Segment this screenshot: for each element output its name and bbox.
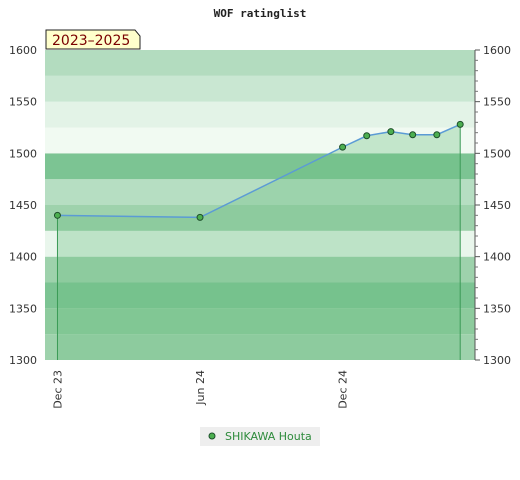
grid-band <box>45 179 475 205</box>
y-tick-label-right: 1600 <box>483 44 511 57</box>
y-axis-left: 1300 1350 1400 1450 1500 1550 1600 <box>9 44 37 367</box>
data-point <box>387 128 395 136</box>
y-tick-label-left: 1450 <box>9 199 37 212</box>
data-point <box>363 132 371 140</box>
x-tick-label: Dec 23 <box>51 370 64 409</box>
x-tick-label: Dec 24 <box>337 370 350 409</box>
y-tick-label-right: 1450 <box>483 199 511 212</box>
grid-band <box>45 205 475 231</box>
period-badge: 2023–2025 <box>45 29 141 50</box>
y-tick-label-left: 1350 <box>9 302 37 315</box>
data-point <box>456 120 464 128</box>
y-tick-label-left: 1500 <box>9 147 37 160</box>
grid-band <box>45 308 475 335</box>
y-tick-label-right: 1300 <box>483 354 511 367</box>
plot-background <box>45 50 475 360</box>
period-badge-box <box>45 29 141 50</box>
y-tick-label-left: 1550 <box>9 96 37 109</box>
legend[interactable]: SHIKAWA Houta <box>200 427 320 446</box>
legend-entry-label[interactable]: SHIKAWA Houta <box>225 430 312 443</box>
data-point <box>196 213 204 221</box>
x-tick-label: Jun 24 <box>194 370 207 406</box>
data-point <box>53 211 61 219</box>
grid-band <box>45 75 475 102</box>
y-tick-label-left: 1300 <box>9 354 37 367</box>
area-layer <box>56 123 461 361</box>
data-point <box>409 131 417 139</box>
y-tick-label-left: 1600 <box>9 44 37 57</box>
grid-band <box>45 334 475 360</box>
period-badge-label: 2023–2025 <box>52 33 130 49</box>
x-axis: Dec 23 Jun 24 Dec 24 <box>51 370 349 409</box>
y-axis-right: 1300 1350 1400 1450 1500 1550 1600 <box>474 44 511 367</box>
series-line <box>57 123 461 219</box>
grid-band <box>45 256 475 283</box>
grid-band <box>45 153 475 180</box>
y-tick-label-right: 1400 <box>483 251 511 264</box>
series-area <box>57 124 461 361</box>
series-points <box>53 120 464 221</box>
y-tick-label-right: 1500 <box>483 147 511 160</box>
y-tick-label-left: 1400 <box>9 251 37 264</box>
chart-title: WOF ratinglist <box>214 7 307 20</box>
grid-band <box>45 127 475 154</box>
legend-marker <box>208 432 216 440</box>
y-tick-label-right: 1350 <box>483 302 511 315</box>
grid-band <box>45 101 475 128</box>
legend-box <box>200 427 320 446</box>
y-tick-label-right: 1550 <box>483 96 511 109</box>
grid-band <box>45 50 475 76</box>
grid-band <box>45 230 475 257</box>
data-point <box>339 143 347 151</box>
data-point <box>433 131 441 139</box>
grid-band <box>45 282 475 309</box>
